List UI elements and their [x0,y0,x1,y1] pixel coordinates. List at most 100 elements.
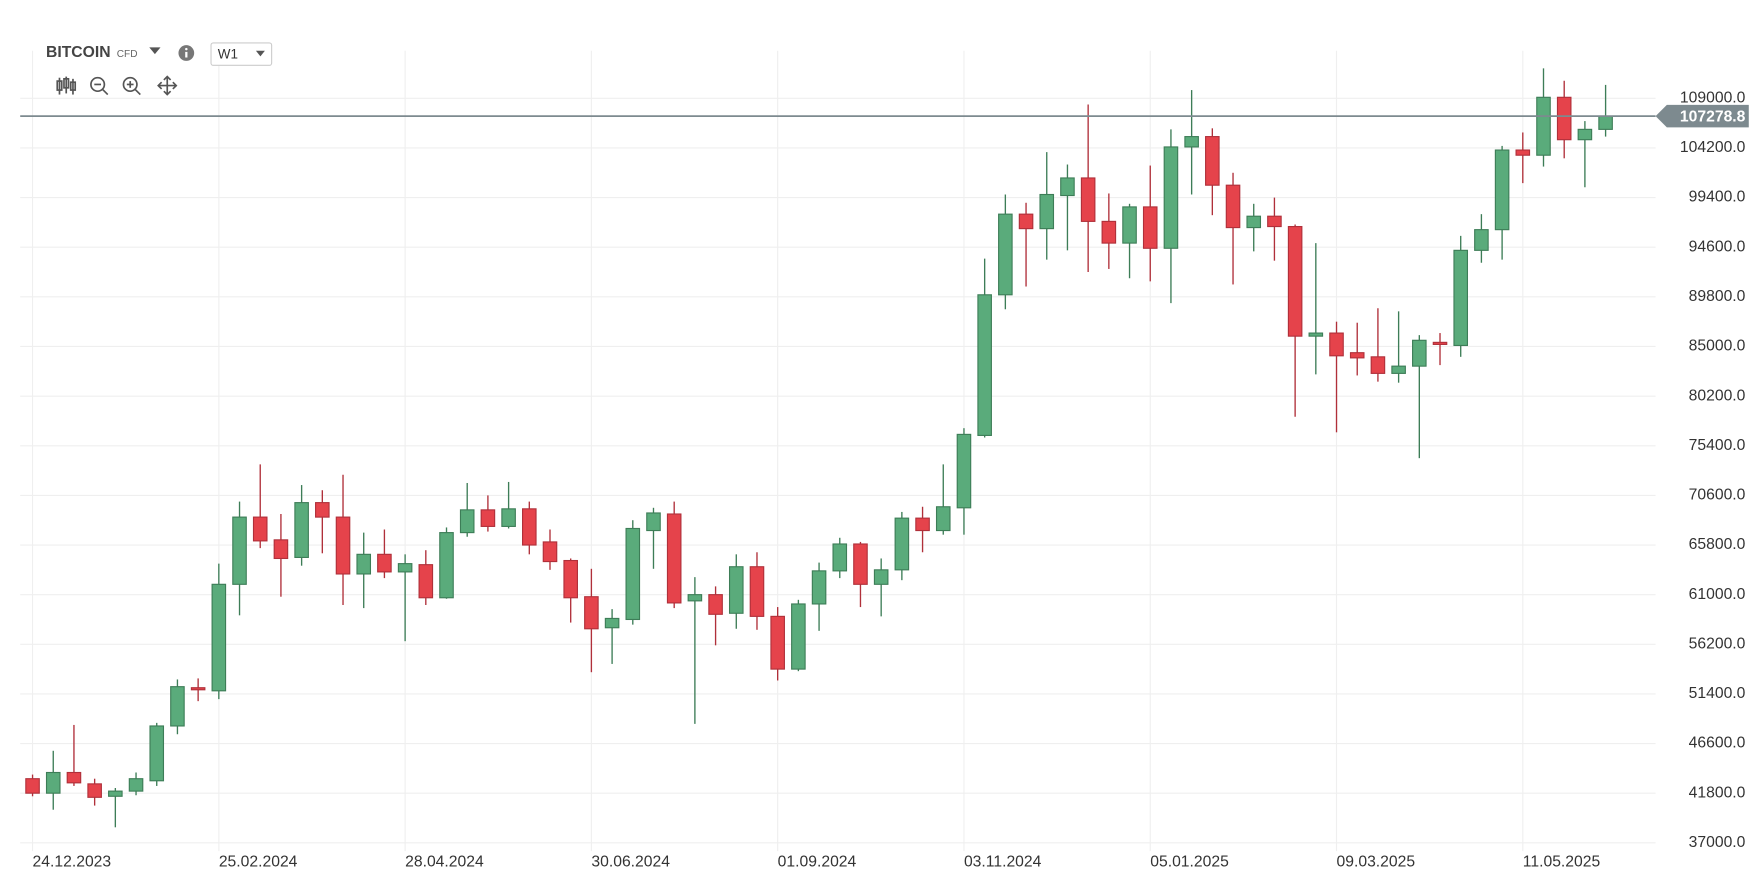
candle-body [1474,229,1489,251]
y-tick-label: 104200.0 [1680,139,1746,156]
candle-body [1577,128,1593,141]
y-tick-label: 89800.0 [1689,288,1746,305]
candles: 107278.8 [20,68,1749,828]
y-tick-label: 85000.0 [1689,338,1746,355]
candle-body [584,596,599,630]
candle-body [1453,249,1469,347]
x-tick-label: 05.01.2025 [1150,853,1229,870]
y-tick-label: 75400.0 [1689,437,1746,454]
candle-body [1412,339,1427,367]
y-tick-label: 70600.0 [1689,487,1746,504]
candle-body [1205,136,1220,186]
current-price-label: 107278.8 [1680,108,1746,125]
y-tick-label: 56200.0 [1689,635,1746,652]
candle-body [211,583,227,692]
candle-body [66,771,82,784]
y-tick-label: 41800.0 [1689,784,1746,801]
symbol-dropdown[interactable] [149,47,161,55]
candle-body [1432,341,1448,345]
candle-body [335,516,351,575]
candle-body [128,778,144,792]
x-tick-label: 03.11.2024 [964,853,1042,870]
candle-body [1515,149,1531,156]
candle-body [1287,225,1303,337]
candle-body [791,603,806,670]
candle-body [108,790,123,797]
candle-body [873,569,889,585]
candle-body [708,594,723,615]
timeframe: W1 [218,46,238,61]
candle-body [563,559,578,599]
y-tick-label: 99400.0 [1689,189,1746,206]
candle-body [1370,356,1386,374]
candle-body [1101,220,1117,244]
candle-body [604,617,620,629]
candle-body [646,512,661,532]
candle-body [1142,206,1158,249]
candle-body [1039,193,1055,230]
current-price-tag [1655,104,1749,128]
candle-body [439,532,454,599]
candle-body [1308,332,1324,337]
symbol-title: BITCOIN [46,44,111,61]
candle-body [1267,215,1282,228]
candle-body [1122,206,1137,244]
x-tick-label: 09.03.2025 [1337,853,1416,870]
info-icon[interactable] [178,45,195,61]
candle-body [666,513,682,604]
candle-body [170,686,185,727]
candle-body [894,517,910,571]
candle-body [232,516,247,585]
candle-body [252,516,268,542]
y-tick-label: 94600.0 [1689,238,1746,255]
candle-body [501,508,516,527]
candle-body [1246,215,1262,229]
pan-icon[interactable] [157,75,178,96]
y-tick-label: 51400.0 [1689,685,1746,702]
candle-body [749,566,765,617]
y-tick-label: 61000.0 [1689,586,1746,603]
candle-body [1494,149,1510,231]
candle-body [294,502,309,558]
candle-body [190,687,206,691]
grid: 37000.0 41800.0 46600.0 51400.0 56200.0 61000… [20,50,1746,870]
x-tick-label: 30.06.2024 [591,853,670,870]
candle-body [832,543,848,572]
candle-body [935,506,951,532]
candle-body [956,433,972,509]
candle-body [356,553,372,575]
x-tick-label: 25.02.2024 [219,853,298,870]
x-tick-label: 24.12.2023 [33,853,112,870]
candle-body [915,517,930,532]
zoom-in-icon[interactable] [122,76,141,96]
candle-body [522,508,537,546]
toolbar: BITCOIN CFD W1 [46,42,273,96]
y-tick-label: 109000.0 [1680,89,1746,106]
y-tick-label: 37000.0 [1689,834,1746,851]
candle-body [1536,96,1551,156]
candle-body [315,502,330,518]
candle-body [1184,136,1199,148]
candle-body [998,213,1013,296]
candle-body [1598,115,1613,130]
candle-body [811,570,827,605]
candle-body [542,541,558,563]
x-tick-label: 11.05.2025 [1523,853,1601,870]
candle-body [770,615,785,670]
candle-body [1349,352,1365,359]
candle-body [480,509,496,527]
candle-body [377,553,392,573]
y-tick-label: 65800.0 [1689,536,1746,553]
timeframe-select[interactable]: W1 [210,42,273,66]
candle-body [1060,177,1075,197]
candle-body [853,543,868,585]
candle-body [1391,365,1406,374]
candle-body [397,563,413,573]
candle-body [728,566,744,614]
zoom-out-icon[interactable] [90,76,109,96]
candle-body [687,594,703,602]
candle-body [977,294,992,436]
chart-type-icon[interactable] [56,76,77,95]
candle-body [625,527,641,621]
